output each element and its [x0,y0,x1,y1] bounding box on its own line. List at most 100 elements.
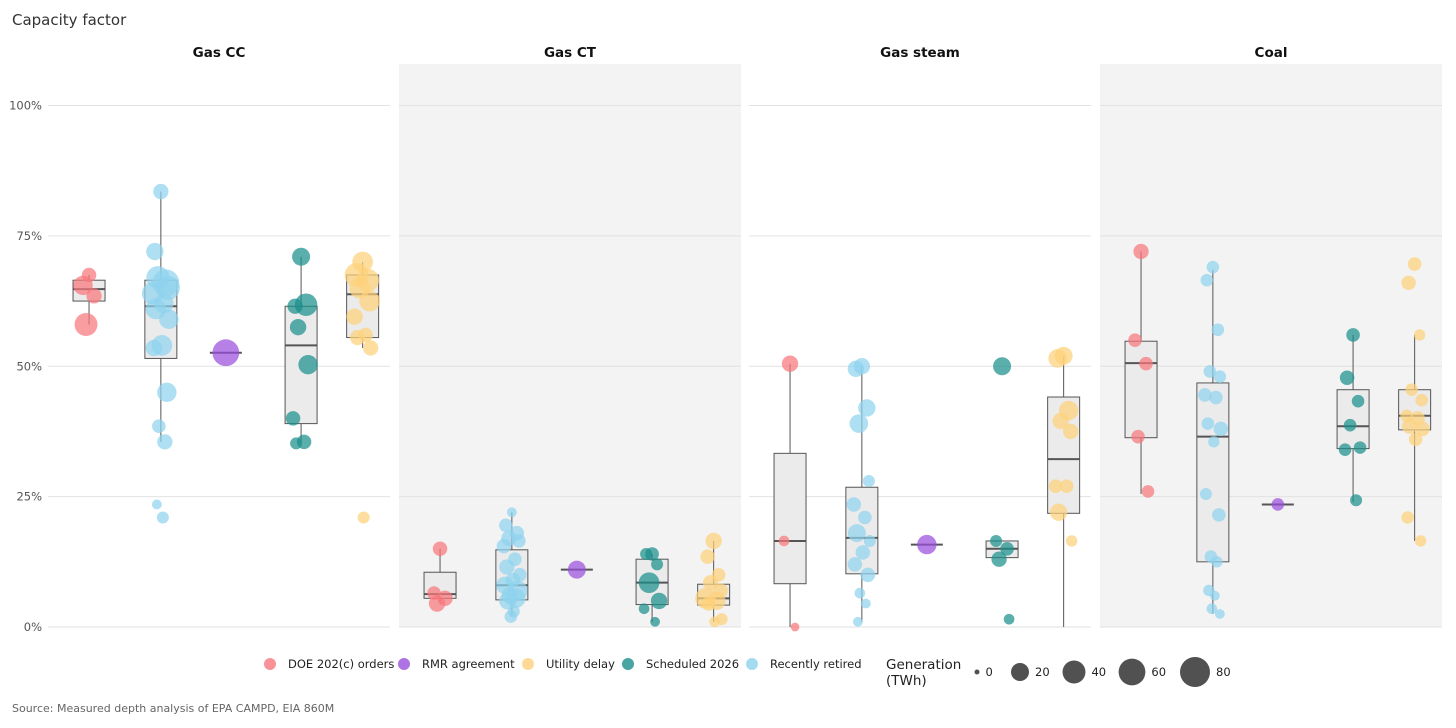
panels: Gas CC 0% 25% 50% 75% 100% Gas CT Gas steam Coal [9,45,1442,634]
box [1124,340,1158,439]
data-point [854,587,866,599]
data-point [1206,603,1218,615]
legend-label-utility-delay: Utility delay [546,657,615,671]
data-point [1048,349,1067,368]
panel-gas-steam: Gas steam [749,45,1091,632]
data-point [1350,494,1363,507]
legend-swatch-utility-delay [522,658,534,670]
data-point [1209,390,1223,405]
data-point [1139,356,1153,371]
data-point [1211,556,1223,568]
size-legend-title: Generation [886,657,961,673]
data-point [860,567,876,583]
data-point [157,434,173,450]
data-point [428,595,446,612]
y-axis-title: Capacity factor [12,11,127,29]
data-point [1133,243,1149,260]
data-point [153,183,169,200]
data-point [292,247,311,266]
data-point [847,524,866,543]
data-point [159,309,179,330]
data-point [506,507,517,518]
data-point [1405,383,1418,397]
legend-label-doe-202-c-orders: DOE 202(c) orders [288,657,394,671]
data-point [567,560,586,579]
data-point [1128,333,1142,347]
group-recently-retired [141,183,180,524]
data-point [349,329,366,346]
data-point [1401,418,1418,434]
data-point [1209,590,1220,601]
data-point [1141,485,1155,498]
data-point [1131,429,1145,444]
data-point [860,598,871,609]
data-point [1413,329,1426,341]
data-point [432,541,448,557]
group-utility-delay [695,532,731,628]
size-legend-circle [1062,660,1086,684]
data-point [858,399,876,417]
data-point [1052,412,1069,430]
panel-title: Gas CC [193,45,246,61]
data-point [156,511,169,524]
data-point [709,616,720,628]
group-scheduled-2026 [1336,328,1370,507]
panel-title: Gas CT [544,45,597,61]
data-point [1049,503,1068,521]
data-point [640,547,653,560]
size-legend-circle [1011,663,1029,681]
data-point [298,354,318,375]
data-point [1003,613,1015,625]
data-point [285,411,301,426]
data-point [847,557,863,572]
data-point [1339,370,1355,385]
data-point [1401,275,1416,291]
data-point [1048,479,1063,493]
group-recently-retired [845,358,879,627]
panel-gas-ct: Gas CT [399,45,741,628]
data-point [1200,273,1214,287]
legend-swatch-recently-retired [746,658,758,670]
legend-label-rmr-agreement: RMR agreement [422,657,515,671]
group-rmr-agreement [209,339,242,367]
y-tick-label: 25% [16,490,42,504]
data-point [781,355,799,372]
data-point [702,575,719,591]
data-point [499,518,513,533]
data-point [991,551,1007,567]
panel-title: Gas steam [880,45,960,61]
data-point [1415,421,1430,437]
panel-background [399,64,741,627]
data-point [1271,498,1285,511]
data-point [73,275,93,296]
group-doe-202-c-orders [1124,243,1158,498]
data-point [846,497,862,512]
panel-gas-cc: Gas CC 0% 25% 50% 75% 100% [9,45,390,634]
data-point [855,545,871,560]
data-point [1407,257,1422,271]
data-point [1401,511,1414,524]
data-point [212,339,240,367]
box [1196,382,1230,563]
data-point [1211,323,1225,337]
group-recently-retired [495,507,529,623]
data-point [1343,418,1357,432]
data-point [651,558,664,571]
group-doe-202-c-orders [72,267,106,337]
legend-label-recently-retired: Recently retired [770,657,862,671]
data-point [917,534,937,555]
size-legend-circle [974,669,980,675]
y-tick-label: 50% [16,359,42,373]
size-legend-label: 60 [1151,665,1166,679]
data-point [858,510,872,525]
group-recently-retired [1196,260,1230,619]
data-point [74,313,98,337]
group-doe-202-c-orders [773,355,807,632]
data-point [290,437,303,450]
legend-swatch-rmr-agreement [398,658,410,670]
group-doe-202-c-orders [423,541,457,612]
group-scheduled-2026 [284,247,318,450]
data-point [1338,443,1352,456]
data-point [1213,421,1229,437]
data-point [145,339,163,357]
